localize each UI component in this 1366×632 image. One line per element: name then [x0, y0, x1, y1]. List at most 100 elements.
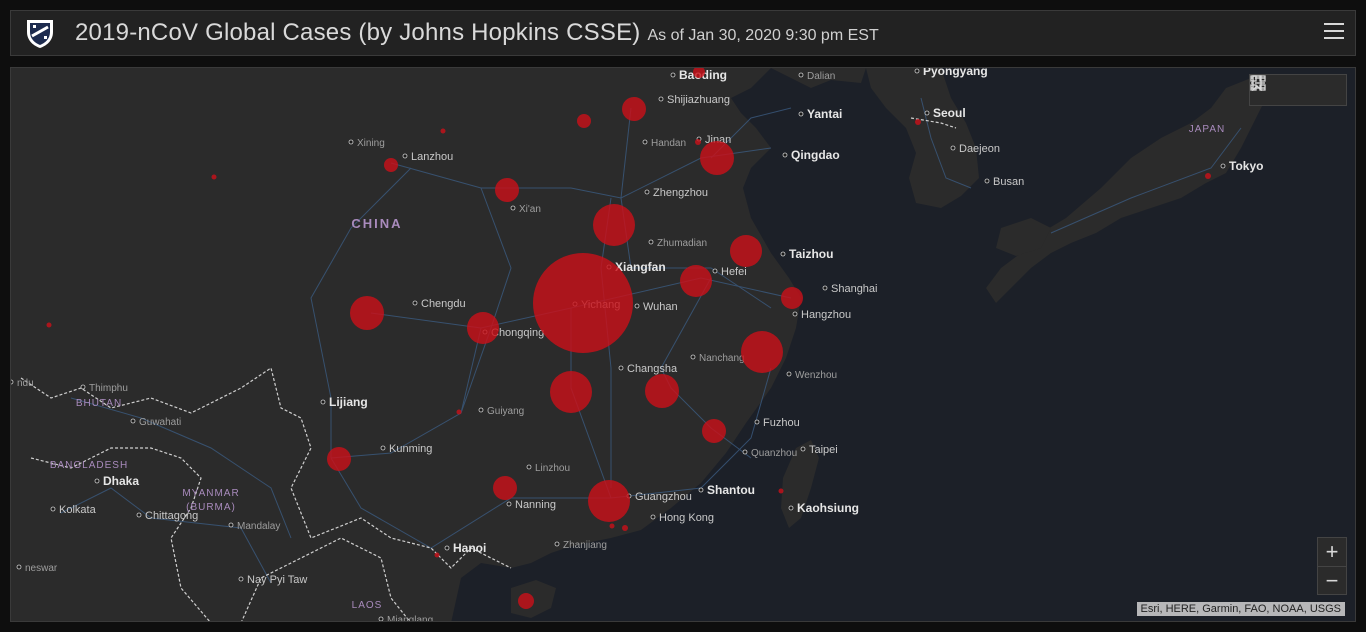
case-bubble[interactable] — [518, 593, 534, 609]
city-label: Wuhan — [643, 301, 678, 313]
case-bubble[interactable] — [702, 419, 726, 443]
city-marker — [792, 311, 798, 317]
city-marker — [782, 152, 788, 158]
city-marker — [822, 285, 828, 291]
grid-icon[interactable] — [1250, 75, 1341, 101]
city-label: Hefei — [721, 266, 747, 278]
map-view[interactable]: BaodingDalianPyongyangShijiazhuangYantai… — [10, 67, 1356, 622]
case-bubble[interactable] — [550, 371, 592, 413]
city-marker — [1220, 163, 1226, 169]
case-bubble[interactable] — [622, 97, 646, 121]
japan-islands — [986, 78, 1271, 303]
city-label: Kunming — [389, 443, 432, 455]
city-marker — [914, 68, 920, 74]
case-bubble[interactable] — [467, 312, 499, 344]
case-bubble[interactable] — [781, 287, 803, 309]
city-marker — [348, 139, 354, 145]
city-label: Tokyo — [1229, 159, 1263, 173]
case-bubble[interactable] — [384, 158, 398, 172]
city-label: Yantai — [807, 107, 842, 121]
case-bubble[interactable] — [622, 525, 628, 531]
case-bubble[interactable] — [730, 235, 762, 267]
city-label: Daejeon — [959, 143, 1000, 155]
case-bubble[interactable] — [700, 141, 734, 175]
city-label: neswar — [25, 563, 58, 574]
city-marker — [320, 399, 326, 405]
city-marker — [658, 96, 664, 102]
city-marker — [698, 487, 704, 493]
city-marker — [786, 371, 792, 377]
city-label: Taizhou — [789, 247, 833, 261]
university-shield-icon — [27, 20, 53, 48]
case-bubble[interactable] — [456, 409, 462, 415]
city-marker — [402, 153, 408, 159]
case-bubble[interactable] — [327, 447, 351, 471]
city-label: Seoul — [933, 106, 966, 120]
city-marker — [510, 205, 516, 211]
city-label: Chengdu — [421, 298, 466, 310]
city-marker — [712, 268, 718, 274]
map-canvas[interactable]: BaodingDalianPyongyangShijiazhuangYantai… — [11, 68, 1356, 622]
city-label: ndu — [17, 378, 34, 389]
case-bubble[interactable] — [609, 523, 615, 529]
city-label: Wenzhou — [795, 370, 837, 381]
city-marker — [642, 139, 648, 145]
city-label: Zhanjiang — [563, 540, 607, 551]
case-bubble[interactable] — [1205, 173, 1211, 179]
city-marker — [228, 522, 234, 528]
city-marker — [16, 564, 22, 570]
case-bubble[interactable] — [211, 174, 217, 180]
country-label: CHINA — [351, 216, 402, 231]
city-marker — [754, 419, 760, 425]
case-bubble[interactable] — [533, 253, 633, 353]
list-icon[interactable] — [1251, 77, 1309, 101]
zoom-in-button[interactable]: + — [1318, 538, 1346, 567]
city-label: Thimphu — [89, 383, 128, 394]
case-bubble[interactable] — [440, 128, 446, 134]
case-bubble[interactable] — [593, 204, 635, 246]
city-label: Fuzhou — [763, 417, 800, 429]
japan-kyushu — [996, 218, 1051, 256]
case-bubble[interactable] — [493, 476, 517, 500]
case-bubble[interactable] — [350, 296, 384, 330]
city-label: Taipei — [809, 444, 838, 456]
case-bubble[interactable] — [495, 178, 519, 202]
city-marker — [924, 110, 930, 116]
case-bubble[interactable] — [46, 322, 52, 328]
case-bubble[interactable] — [741, 331, 783, 373]
case-bubble[interactable] — [778, 488, 784, 494]
city-marker — [634, 303, 640, 309]
case-bubble[interactable] — [434, 552, 440, 558]
city-marker — [50, 506, 56, 512]
mainland-asia-landmass — [11, 68, 801, 621]
city-label: Guangzhou — [635, 491, 692, 503]
city-label: Lijiang — [329, 395, 368, 409]
case-bubble[interactable] — [695, 139, 701, 145]
city-label: Busan — [993, 176, 1024, 188]
case-bubble[interactable] — [588, 480, 630, 522]
case-bubble[interactable] — [915, 119, 921, 125]
city-label: Pyongyang — [923, 68, 988, 78]
country-borders — [20, 117, 957, 621]
city-label: Guwahati — [139, 417, 181, 428]
city-label: Zhumadian — [657, 238, 707, 249]
zoom-out-button[interactable]: − — [1325, 568, 1339, 593]
hamburger-menu-icon[interactable] — [1324, 23, 1344, 41]
city-marker — [798, 72, 804, 78]
city-label: Hanoi — [453, 541, 486, 555]
city-label: Quanzhou — [751, 448, 797, 459]
city-labels: BaodingDalianPyongyangShijiazhuangYantai… — [11, 68, 1263, 621]
city-label: Xining — [357, 138, 385, 149]
city-marker — [670, 72, 676, 78]
city-marker — [798, 111, 804, 117]
city-marker — [554, 541, 560, 547]
city-label: Zhengzhou — [653, 187, 708, 199]
case-bubble[interactable] — [680, 265, 712, 297]
case-bubble[interactable] — [645, 374, 679, 408]
city-marker — [644, 189, 650, 195]
case-bubble[interactable] — [693, 68, 705, 78]
city-label: Mandalay — [237, 521, 280, 532]
case-bubbles[interactable] — [46, 68, 1212, 609]
city-label: Nay Pyi Taw — [247, 574, 307, 586]
case-bubble[interactable] — [577, 114, 591, 128]
